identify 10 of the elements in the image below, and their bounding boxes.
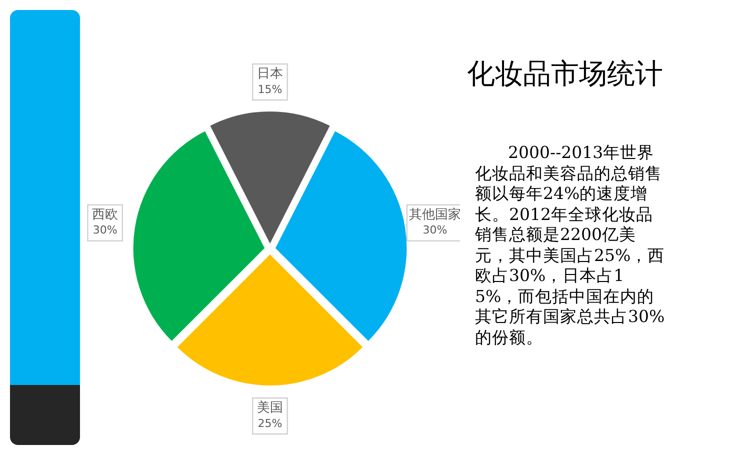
text: 2000--2013年世界化妆品和美容品的总销售额以每年24%的速度增长。2012年全球化妆品销售总额是2200亿美元，其中美国占25%，西欧占30%，日本占15%，而包括中国在内的其它所有国家总共占30%的份额。 xyxy=(475,143,665,346)
slice-label: 西欧 xyxy=(92,207,118,222)
data-label: 25% xyxy=(258,416,282,430)
slice-label: 日本 xyxy=(257,66,283,82)
data-label: 30% xyxy=(422,224,448,237)
slice-label: 美国 xyxy=(257,399,283,416)
text: 化妆品市场统计 xyxy=(466,56,664,92)
data-label: 15% xyxy=(258,82,282,96)
data-label: 30% xyxy=(92,224,118,237)
slice-label: 其他国家 xyxy=(408,206,461,222)
